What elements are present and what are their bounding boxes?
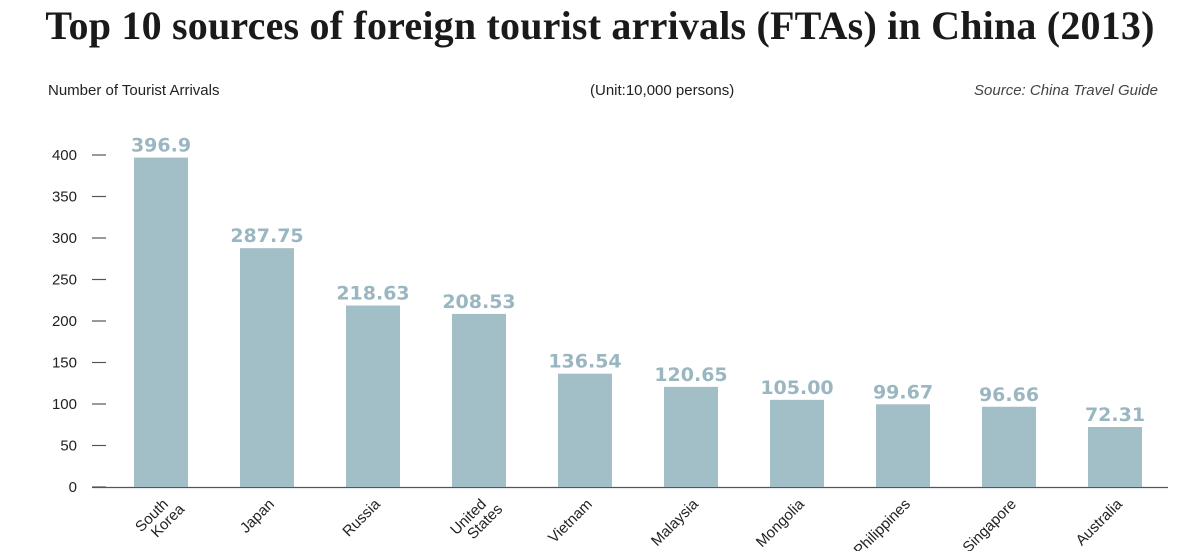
category-label: Malaysia <box>648 495 702 549</box>
bar <box>134 157 188 487</box>
value-label: 99.67 <box>873 381 933 403</box>
value-label: 96.66 <box>979 384 1039 406</box>
value-label: 72.31 <box>1085 404 1145 426</box>
category-label: Singapore <box>959 496 1019 551</box>
value-label: 120.65 <box>654 364 727 386</box>
bar <box>876 404 930 487</box>
bar <box>1088 426 1142 487</box>
y-tick-label: 300 <box>52 230 77 247</box>
bar <box>770 399 824 487</box>
category-label: Australia <box>1073 495 1127 549</box>
value-label: 105.00 <box>760 377 833 399</box>
y-tick-label: 250 <box>52 272 77 289</box>
category-label: UnitedStates <box>447 490 506 549</box>
y-tick-label: 0 <box>69 479 77 496</box>
category-label: Philippines <box>851 496 914 551</box>
category-label: Russia <box>339 495 384 540</box>
y-axis-title: Number of Tourist Arrivals <box>48 82 220 99</box>
value-label: 218.63 <box>336 283 409 305</box>
bar <box>240 248 294 487</box>
bar <box>558 373 612 487</box>
y-tick-label: 350 <box>52 189 77 206</box>
category-label: Japan <box>237 496 278 537</box>
bar <box>982 406 1036 487</box>
bar <box>452 313 506 487</box>
y-tick-label: 200 <box>52 313 77 330</box>
value-label: 208.53 <box>442 291 515 313</box>
y-tick-label: 150 <box>52 355 77 372</box>
bar <box>346 305 400 487</box>
category-label: Vietnam <box>545 496 596 547</box>
bar <box>664 386 718 487</box>
value-label: 136.54 <box>548 351 621 373</box>
source-label: Source: China Travel Guide <box>974 82 1158 99</box>
category-label: Mongolia <box>753 495 809 551</box>
chart-title: Top 10 sources of foreign tourist arriva… <box>45 3 1155 48</box>
value-label: 287.75 <box>230 225 303 247</box>
unit-label: (Unit:10,000 persons) <box>590 82 735 99</box>
y-tick-label: 400 <box>52 147 77 164</box>
value-label: 396.9 <box>131 135 191 157</box>
category-label: SouthKorea <box>132 490 188 546</box>
y-tick-label: 50 <box>60 438 77 455</box>
y-tick-label: 100 <box>52 396 77 413</box>
